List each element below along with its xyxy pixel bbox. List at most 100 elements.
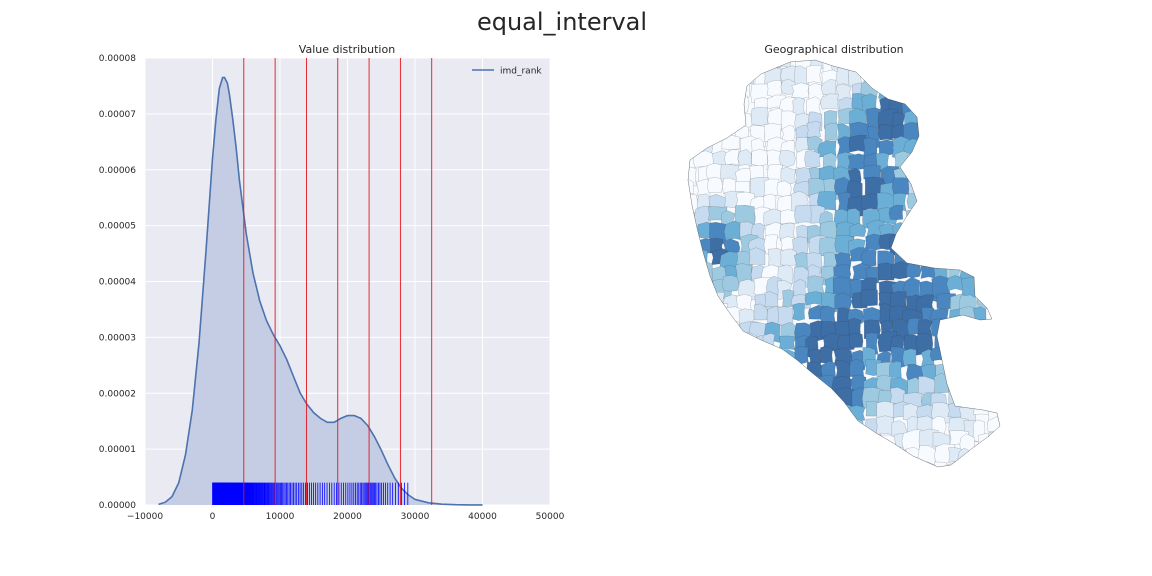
map-district [919,126,935,143]
map-district [748,247,766,265]
map-district [902,348,917,367]
map-district [961,191,978,211]
map-district [721,349,740,367]
map-district [712,318,731,341]
map-district [991,388,1000,409]
x-tick-label: 50000 [536,512,565,522]
map-district [972,332,991,349]
map-district [851,445,865,463]
map-district [750,107,768,126]
map-district [975,192,995,209]
map-district [933,150,952,167]
map-district [767,403,782,427]
map-district [782,448,798,467]
map-district [948,125,967,146]
map-district [806,96,822,115]
map-district [946,65,962,81]
map-district [962,388,980,407]
map-district [933,177,953,197]
map-district [823,252,837,268]
map-district [721,135,741,150]
value-distribution-panel: Value distribution −10000 0 10000 20000 3000… [99,43,565,522]
map-district [903,236,917,251]
map-district [920,191,938,207]
map-district [737,420,756,437]
map-district [877,60,900,72]
map-district [710,82,728,97]
map-district [836,460,850,467]
map-district [987,124,1000,140]
map-district [929,346,949,361]
map-district [822,448,843,467]
map-district [917,445,936,467]
map-district [722,110,739,130]
map-district [779,377,793,397]
map-district [945,236,967,256]
legend-label: imd_rank [500,67,542,77]
y-tick-label: 0.00005 [99,222,136,232]
map-district [753,376,773,394]
map-district [977,126,995,142]
map-district [878,262,895,281]
map-district [688,60,694,73]
map-district [725,457,740,467]
map-district [989,278,1000,296]
map-district [876,69,896,87]
map-district [988,206,1000,230]
map-district [975,139,988,157]
map-district [958,251,975,268]
map-district [919,84,940,106]
map-district [781,125,796,143]
map-district [688,290,699,311]
map-district [763,178,780,196]
map-district [978,107,996,128]
map-district [906,459,922,467]
map-district [696,81,715,102]
map-district [767,392,781,411]
map-district [950,149,968,167]
map-district [697,331,713,351]
map-district [946,111,964,133]
map-district [976,237,994,255]
map-district [978,219,997,237]
map-district [946,97,963,112]
map-district [987,233,1000,251]
map-district [809,416,829,432]
map-district [736,378,755,397]
map-district [978,390,999,408]
map-district [694,349,713,364]
map-district [987,320,1000,338]
legend: imd_rank [472,67,542,77]
map-district [767,457,782,467]
map-district [976,461,994,467]
map-district [973,306,987,328]
map-district [920,178,940,199]
map-district [753,432,774,450]
map-district [768,430,787,450]
map-district [723,434,741,450]
map-district [693,360,714,378]
map-district [750,60,768,70]
map-district [779,335,796,350]
map-district [929,110,946,128]
map-district [763,443,783,466]
map-district [722,389,742,405]
map-district [976,378,992,396]
map-district [961,322,981,344]
map-district [707,177,724,194]
map-district [946,361,960,382]
map-district [988,446,1000,462]
map-district [761,346,781,368]
map-district [959,334,978,354]
map-district [975,320,995,337]
map-district [920,60,941,70]
map-district [962,125,983,142]
y-tick-label: 0.00006 [99,166,136,176]
map-district [736,80,750,100]
class-break-lines [243,58,433,505]
map-district [988,347,1000,365]
map-district [835,403,855,424]
map-district [987,111,1000,129]
map-district [752,416,767,435]
map-district [958,139,979,154]
